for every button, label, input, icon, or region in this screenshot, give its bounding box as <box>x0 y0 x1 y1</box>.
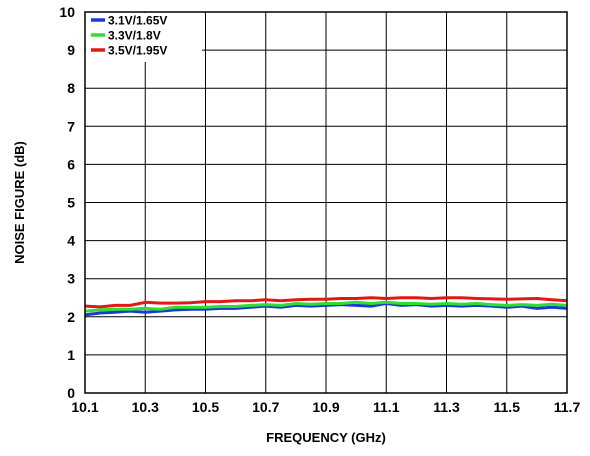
legend-label: 3.3V/1.8V <box>108 29 161 43</box>
legend-background <box>86 13 202 62</box>
y-tick-label: 4 <box>67 233 75 249</box>
x-tick-label: 11.3 <box>433 399 460 415</box>
x-tick-label: 10.9 <box>312 399 339 415</box>
x-tick-label: 11.5 <box>494 399 521 415</box>
y-tick-label: 8 <box>67 80 75 96</box>
series-line-2 <box>84 300 568 313</box>
y-tick-label: 9 <box>67 42 75 58</box>
x-tick-label: 10.7 <box>252 399 279 415</box>
y-tick-label: 7 <box>67 118 75 134</box>
series-layer <box>84 296 568 317</box>
grid-lines <box>84 11 568 394</box>
y-tick-label: 5 <box>67 195 75 211</box>
x-axis-title: FREQUENCY (GHz) <box>266 430 386 445</box>
y-tick-label: 1 <box>67 347 75 363</box>
x-tick-label: 11.1 <box>373 399 400 415</box>
x-tick-labels: 10.1 10.3 10.5 10.7 10.9 11.1 11.3 11.5 11.7 <box>71 399 580 415</box>
x-tick-label: 10.1 <box>71 399 98 415</box>
legend-label: 3.5V/1.95V <box>108 44 167 58</box>
y-tick-label: 3 <box>67 271 75 287</box>
x-tick-label: 11.7 <box>554 399 581 415</box>
series-line-3 <box>84 296 568 309</box>
x-tick-label: 10.3 <box>132 399 159 415</box>
y-tick-label: 0 <box>67 385 75 401</box>
x-tick-label: 10.5 <box>192 399 219 415</box>
y-tick-label: 10 <box>59 4 75 20</box>
series-line-1 <box>84 302 568 317</box>
plot-border <box>84 11 568 394</box>
y-axis-title: NOISE FIGURE (dB) <box>12 141 27 264</box>
y-tick-labels: 0 1 2 3 4 5 6 7 8 9 10 <box>59 4 75 401</box>
legend-label: 3.1V/1.65V <box>108 14 167 28</box>
y-tick-label: 2 <box>67 309 75 325</box>
y-tick-label: 6 <box>67 156 75 172</box>
